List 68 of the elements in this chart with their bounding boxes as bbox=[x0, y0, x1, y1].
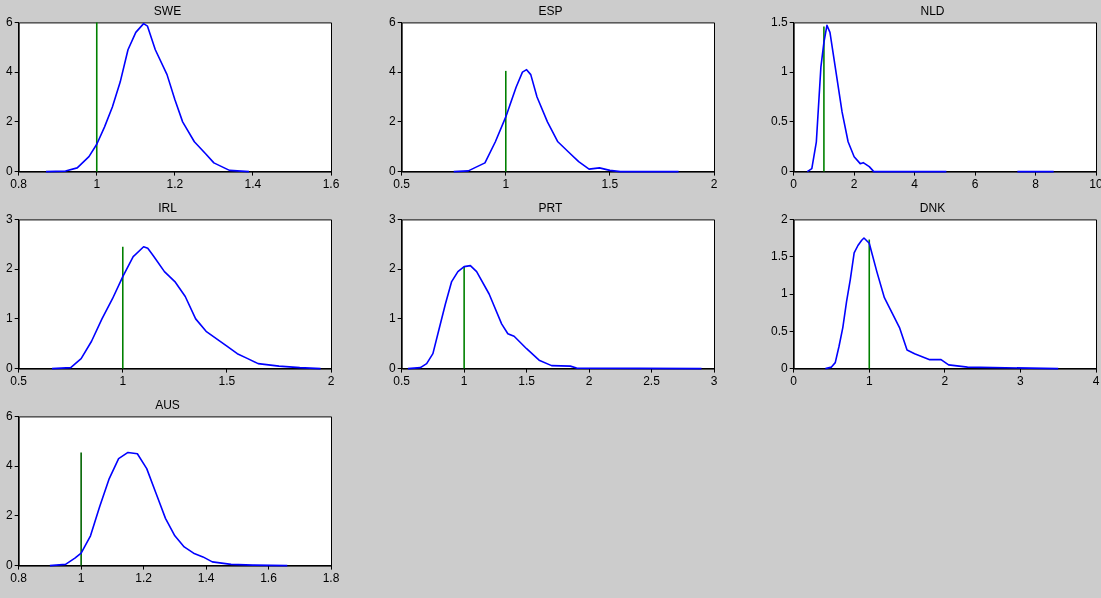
x-tick-label: 1.5 bbox=[218, 374, 236, 389]
x-tick-label: 1.4 bbox=[197, 571, 215, 586]
y-tick-label: 2 bbox=[780, 211, 788, 226]
y-tick-label: 3 bbox=[5, 211, 13, 226]
y-tick-label: 0.5 bbox=[770, 323, 788, 338]
x-tick-label: 2 bbox=[327, 374, 335, 389]
y-tick-label: 2 bbox=[5, 114, 13, 129]
y-tick-label: 4 bbox=[388, 64, 396, 79]
x-tick-label: 1.6 bbox=[260, 571, 278, 586]
x-tick-label: 1.5 bbox=[601, 177, 619, 192]
y-tick-label: 4 bbox=[5, 458, 13, 473]
x-tick-label: 4 bbox=[911, 177, 919, 192]
y-tick-label: 0 bbox=[5, 360, 13, 375]
y-tick-label: 6 bbox=[388, 14, 396, 29]
x-tick-label: 1 bbox=[119, 374, 127, 389]
x-tick-label: 1.8 bbox=[322, 571, 340, 586]
x-tick-label: 1 bbox=[502, 177, 510, 192]
x-tick-label: 2 bbox=[585, 374, 593, 389]
y-tick-label: 1.5 bbox=[770, 249, 788, 264]
x-tick-label: 3 bbox=[1017, 374, 1025, 389]
chart-title: DNK bbox=[919, 200, 946, 215]
chart-title: SWE bbox=[153, 3, 182, 18]
y-tick-label: 0 bbox=[780, 163, 788, 178]
chart-title: NLD bbox=[920, 3, 945, 18]
x-tick-label: 1.2 bbox=[166, 177, 184, 192]
x-tick-label: 0.8 bbox=[10, 571, 28, 586]
x-tick-label: 1 bbox=[77, 571, 85, 586]
x-tick-label: 0 bbox=[790, 177, 798, 192]
y-tick-label: 1.5 bbox=[770, 14, 788, 29]
y-tick-label: 0 bbox=[780, 360, 788, 375]
x-tick-label: 8 bbox=[1032, 177, 1040, 192]
y-tick-label: 1 bbox=[780, 286, 788, 301]
y-tick-label: 3 bbox=[388, 211, 396, 226]
x-tick-label: 0 bbox=[790, 374, 798, 389]
x-tick-label: 2 bbox=[850, 177, 858, 192]
chart-title: PRT bbox=[538, 200, 564, 215]
x-tick-label: 1.2 bbox=[135, 571, 153, 586]
y-tick-label: 2 bbox=[388, 261, 396, 276]
y-tick-label: 0 bbox=[388, 360, 396, 375]
x-tick-label: 2 bbox=[941, 374, 949, 389]
chart-title: AUS bbox=[155, 397, 180, 412]
y-tick-label: 0 bbox=[388, 163, 396, 178]
y-tick-label: 2 bbox=[5, 261, 13, 276]
x-tick-label: 2.5 bbox=[643, 374, 661, 389]
x-tick-label: 1.5 bbox=[518, 374, 536, 389]
y-tick-label: 0 bbox=[5, 557, 13, 572]
y-tick-label: 6 bbox=[5, 14, 13, 29]
x-tick-label: 1 bbox=[93, 177, 101, 192]
x-tick-label: 1.4 bbox=[244, 177, 262, 192]
x-tick-label: 3 bbox=[710, 374, 718, 389]
y-tick-label: 2 bbox=[388, 114, 396, 129]
chart-title: IRL bbox=[158, 200, 178, 215]
x-tick-label: 1 bbox=[865, 374, 873, 389]
x-tick-label: 6 bbox=[971, 177, 979, 192]
y-tick-label: 0.5 bbox=[770, 114, 788, 129]
y-tick-label: 6 bbox=[5, 408, 13, 423]
y-tick-label: 2 bbox=[5, 508, 13, 523]
x-tick-label: 1 bbox=[460, 374, 468, 389]
y-tick-label: 1 bbox=[388, 311, 396, 326]
y-tick-label: 4 bbox=[5, 64, 13, 79]
chart-title: ESP bbox=[538, 3, 563, 18]
y-tick-label: 0 bbox=[5, 163, 13, 178]
y-tick-label: 1 bbox=[780, 64, 788, 79]
x-tick-label: 4 bbox=[1092, 374, 1100, 389]
x-tick-label: 2 bbox=[710, 177, 718, 192]
y-tick-label: 1 bbox=[5, 311, 13, 326]
x-tick-label: 1.6 bbox=[322, 177, 340, 192]
x-tick-label: 0.8 bbox=[10, 177, 28, 192]
